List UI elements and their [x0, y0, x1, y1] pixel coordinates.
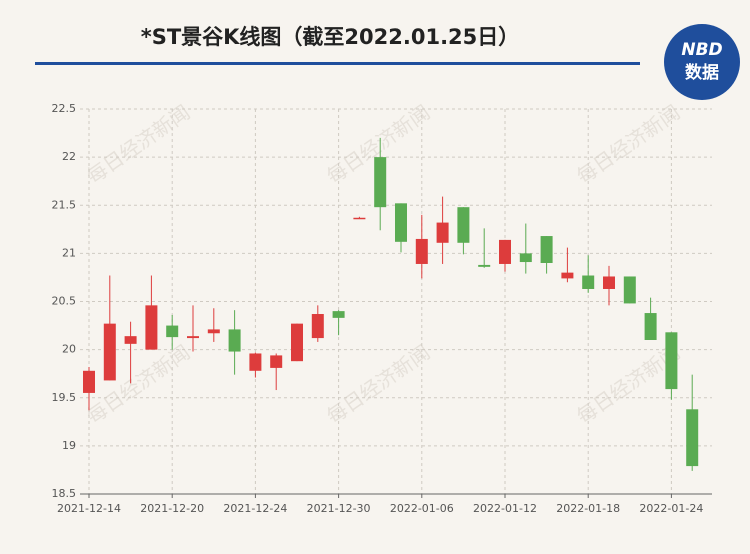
candle-body	[228, 329, 241, 352]
candle-body	[124, 336, 137, 344]
candle-body	[478, 264, 491, 267]
candle-body	[249, 353, 262, 371]
candle-body	[644, 313, 657, 340]
candle-body	[270, 355, 283, 368]
x-tick-label: 2021-12-30	[307, 502, 371, 515]
x-tick-label: 2021-12-14	[57, 502, 121, 515]
y-tick-label: 21.5	[52, 198, 77, 211]
x-tick-label: 2022-01-12	[473, 502, 537, 515]
chart-title: *ST景谷K线图（截至2022.01.25日）	[141, 25, 520, 49]
y-tick-label: 22.5	[52, 102, 77, 115]
y-tick-label: 18.5	[52, 487, 77, 500]
x-tick-label: 2021-12-24	[223, 502, 287, 515]
y-tick-label: 20	[62, 343, 76, 356]
y-tick-label: 19.5	[52, 391, 77, 404]
candle-body	[665, 332, 678, 390]
candle-body	[207, 329, 220, 334]
candle-body	[561, 272, 574, 279]
candle-body	[457, 207, 470, 243]
y-tick-label: 20.5	[52, 295, 77, 308]
candle-body	[103, 323, 116, 381]
y-tick-label: 19	[62, 439, 76, 452]
title-rule	[35, 62, 640, 65]
x-tick-label: 2022-01-06	[390, 502, 454, 515]
candle-body	[332, 311, 345, 318]
candle-body	[540, 236, 553, 263]
candle-body	[623, 276, 636, 304]
logo	[664, 24, 740, 100]
logo-text: 数据	[685, 62, 719, 83]
candle-body	[499, 239, 511, 264]
candle-body	[166, 325, 179, 338]
candle-body	[187, 336, 199, 339]
logo-text: NBD	[681, 40, 722, 60]
x-tick-label: 2022-01-24	[639, 502, 703, 515]
candle-body	[582, 275, 595, 289]
candle-body	[436, 222, 449, 243]
candle-body	[374, 157, 387, 208]
candle-body	[415, 238, 428, 264]
candle-body	[311, 314, 324, 339]
candle-body	[83, 370, 95, 393]
candle-body	[395, 203, 407, 242]
candle-body	[686, 409, 699, 467]
y-tick-label: 22	[62, 150, 76, 163]
candle-body	[353, 217, 366, 220]
candle-body	[603, 276, 615, 289]
candle-body	[145, 305, 158, 350]
candle-body	[519, 253, 532, 263]
x-tick-label: 2021-12-20	[140, 502, 204, 515]
candle-body	[291, 323, 303, 362]
y-tick-label: 21	[62, 246, 76, 259]
x-tick-label: 2022-01-18	[556, 502, 620, 515]
